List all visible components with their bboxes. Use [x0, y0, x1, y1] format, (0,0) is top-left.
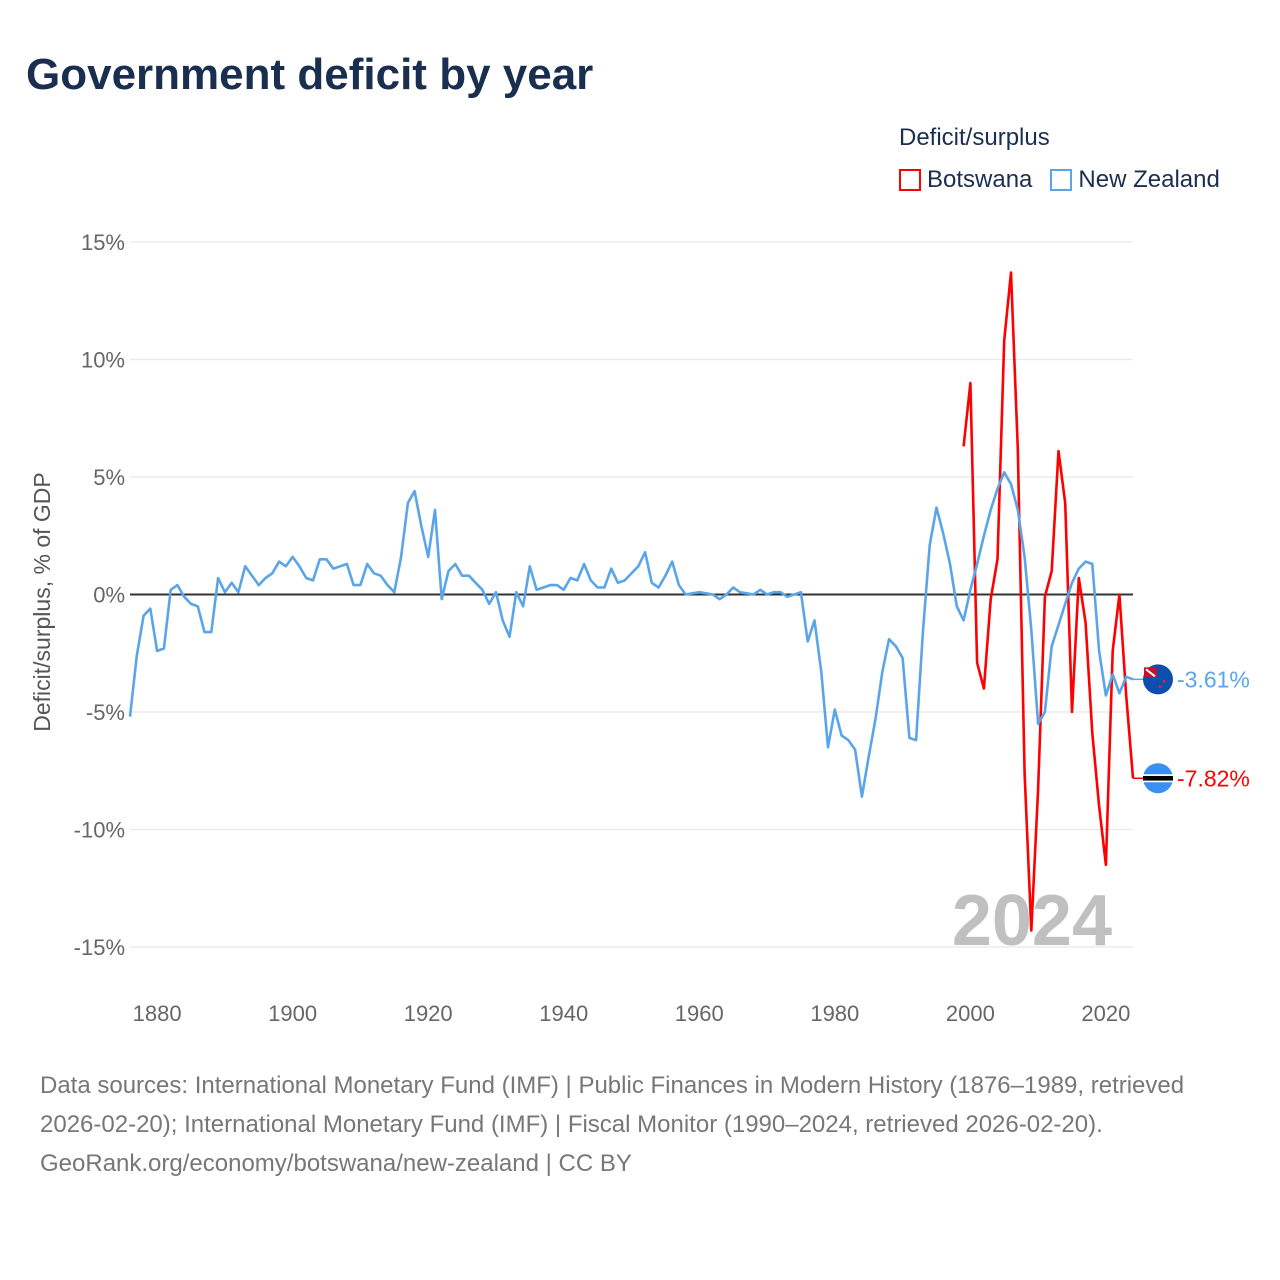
legend-item-botswana[interactable]: Botswana [899, 166, 1032, 194]
y-tick-label: -10% [74, 818, 125, 843]
y-tick-label: 0% [93, 583, 125, 608]
y-tick-label: -5% [86, 700, 125, 725]
y-tick-label: 15% [81, 230, 125, 255]
credit-link[interactable]: GeoRank.org/economy/botswana/new-zealand… [40, 1150, 632, 1177]
x-tick-label: 1880 [133, 1001, 182, 1026]
chart: 15% 10% 5% 0% -5% -10% -15% 1880 1900 1920 1940 196… [29, 230, 1250, 1026]
legend-title: Deficit/surplus [899, 124, 1050, 151]
legend-swatch-botswana [899, 169, 921, 191]
x-tick-label: 1960 [675, 1001, 724, 1026]
flag-icon-botswana [1143, 763, 1173, 794]
flag-star [1158, 685, 1162, 688]
page-title: Government deficit by year [26, 50, 594, 99]
y-tick-label: 10% [81, 348, 125, 373]
y-tick-label: 5% [93, 465, 125, 490]
flag-icon-new-zealand [1143, 664, 1173, 695]
end-label-botswana: -7.82% [1177, 765, 1250, 791]
series-line-new-zealand [128, 470, 1134, 798]
x-tick-label: 1920 [404, 1001, 453, 1026]
end-label-new-zealand: -3.61% [1177, 666, 1250, 692]
footer: Data sources: International Monetary Fun… [40, 1066, 1250, 1183]
legend: Botswana New Zealand [899, 166, 1220, 194]
x-tick-label: 1900 [268, 1001, 317, 1026]
x-tick-label: 1940 [539, 1001, 588, 1026]
flag-cross [1145, 668, 1156, 678]
legend-label-botswana: Botswana [927, 166, 1033, 193]
flag-star [1162, 680, 1166, 683]
x-tick-label: 1980 [810, 1001, 859, 1026]
legend-label-new-zealand: New Zealand [1078, 166, 1220, 193]
series-line-botswana [962, 271, 1135, 932]
legend-item-new-zealand[interactable]: New Zealand [1050, 166, 1220, 194]
flag-stripe-black [1143, 775, 1173, 781]
y-tick-label: -15% [74, 935, 125, 960]
x-tick-label: 2020 [1081, 1001, 1130, 1026]
legend-swatch-new-zealand [1050, 169, 1073, 191]
x-tick-label: 2000 [946, 1001, 995, 1026]
data-sources: Data sources: International Monetary Fun… [40, 1072, 1185, 1138]
y-axis-label: Deficit/surplus, % of GDP [29, 472, 55, 731]
